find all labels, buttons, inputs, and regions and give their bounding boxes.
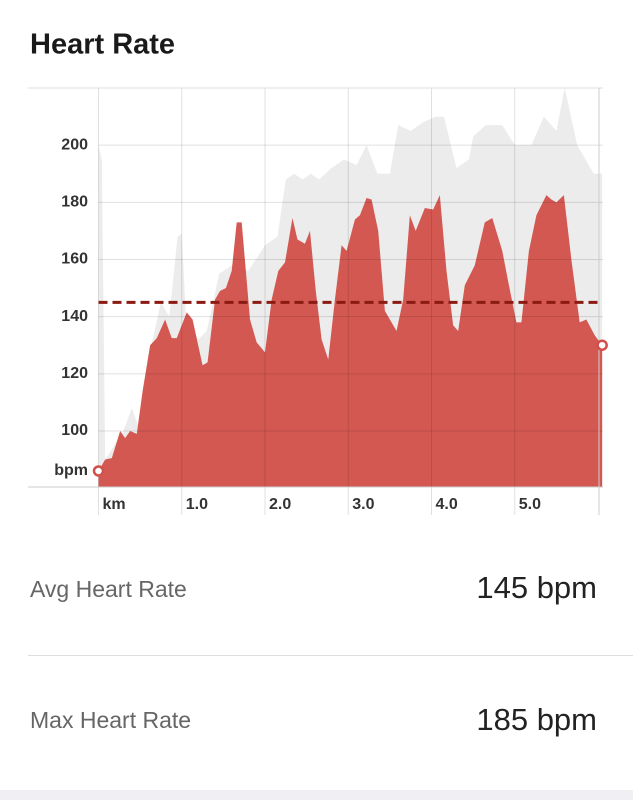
chart: Heart Rate bpm 100 120 140 160 180 200 km 1.0 2.… bbox=[28, 29, 608, 515]
stat-label: Max Heart Rate bbox=[30, 707, 192, 733]
end-marker bbox=[596, 339, 608, 351]
x-tick-label: 1.0 bbox=[186, 496, 208, 513]
x-tick-label: 4.0 bbox=[436, 496, 458, 513]
y-tick-label: 120 bbox=[61, 365, 88, 382]
x-tick-label: 5.0 bbox=[519, 496, 541, 513]
stat-value: 145 bpm bbox=[476, 570, 597, 605]
stat-value: 185 bpm bbox=[476, 702, 597, 737]
y-tick-label: 140 bbox=[61, 308, 88, 325]
divider bbox=[28, 655, 633, 656]
stat-label: Avg Heart Rate bbox=[30, 576, 187, 602]
x-tick-label: 2.0 bbox=[269, 496, 291, 513]
y-tick-label: 180 bbox=[61, 194, 88, 211]
x-tick-label: km bbox=[103, 496, 126, 513]
footer-strip bbox=[0, 790, 633, 800]
y-axis-label: bpm bbox=[54, 462, 88, 479]
y-tick-label: 200 bbox=[61, 136, 88, 153]
area bbox=[98, 195, 603, 487]
chart-title: Heart Rate bbox=[30, 29, 175, 61]
end-marker bbox=[92, 465, 105, 477]
x-tick-label: 3.0 bbox=[352, 496, 374, 513]
y-tick-label: 160 bbox=[61, 251, 88, 268]
y-tick-label: 100 bbox=[61, 422, 88, 439]
